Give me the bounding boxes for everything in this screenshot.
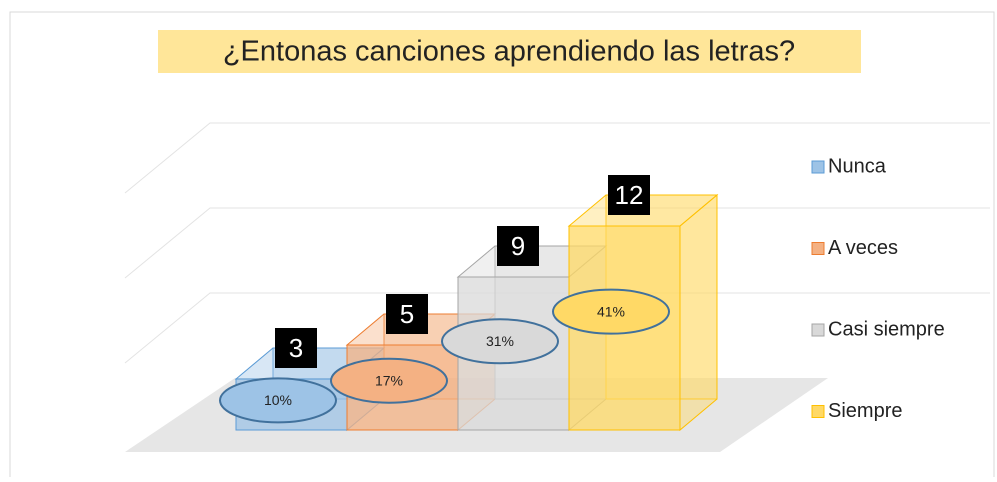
data-label: 5 [400, 299, 414, 329]
legend-swatch [811, 323, 825, 337]
legend-label: Nunca [828, 155, 887, 177]
legend-label: Casi siempre [828, 318, 945, 340]
share-label: 31% [486, 333, 514, 349]
share-label: 41% [597, 303, 625, 319]
legend-label: A veces [828, 237, 898, 259]
data-label: 12 [615, 180, 644, 210]
grid-line [124, 207, 990, 279]
chart-border [9, 11, 995, 477]
grid-line [124, 122, 990, 194]
data-label: 3 [289, 333, 303, 363]
legend-swatch [811, 405, 825, 418]
share-ellipse [330, 357, 448, 404]
data-label: 9 [511, 231, 525, 261]
data-label-box [608, 175, 650, 215]
data-label-box [275, 328, 317, 368]
data-label-box [386, 294, 428, 334]
legend-label: Siempre [828, 400, 902, 422]
share-ellipse [219, 377, 337, 424]
share-ellipse [552, 288, 670, 335]
share-ellipse [441, 318, 559, 365]
data-label-box [497, 226, 539, 266]
grid-line [124, 292, 990, 364]
legend-swatch [811, 242, 825, 255]
bar-side [679, 193, 718, 432]
share-label: 17% [375, 372, 403, 388]
title-highlight [158, 30, 861, 73]
legend-swatch [811, 160, 825, 174]
share-label: 10% [264, 392, 292, 408]
chart-title: ¿Entonas canciones aprendiendo las letra… [223, 36, 795, 68]
